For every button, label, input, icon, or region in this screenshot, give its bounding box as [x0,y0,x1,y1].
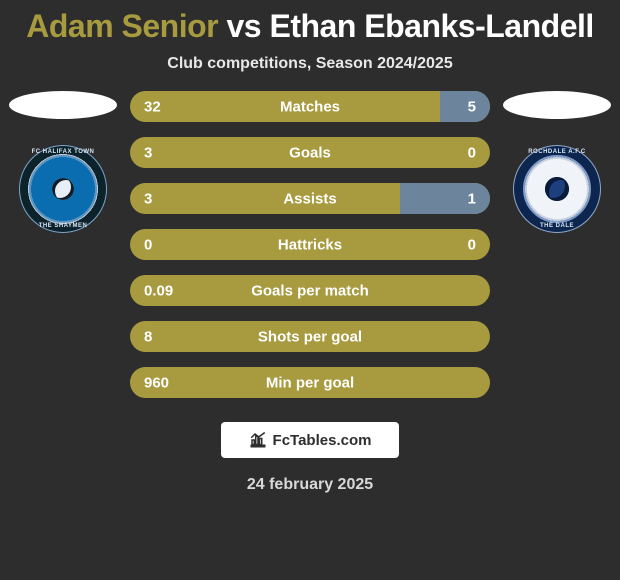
stat-bar: 32 Matches 5 [130,91,490,122]
stat-bar: 3 Goals 0 [130,137,490,168]
stat-value-left: 0.09 [144,282,173,299]
comparison-panel: FC HALIFAX TOWN THE SHAYMEN 32 Matches 5 3 G… [0,91,620,398]
stat-label: Matches [280,98,340,115]
stat-label: Hattricks [278,236,342,253]
player1-name: Adam Senior [26,8,218,44]
brand-logo: FcTables.com [221,422,399,458]
stat-value-right: 1 [468,190,476,207]
photo-placeholder-left [9,91,117,119]
club-badge-right: ROCHDALE A.F.C THE DALE [513,145,601,233]
photo-placeholder-right [503,91,611,119]
football-icon [52,178,74,200]
stat-label: Goals [289,144,331,161]
stat-bars: 32 Matches 5 3 Goals 0 3 Assists 1 0 Hattricks 0 0.0… [130,91,490,398]
stat-bar: 8 Shots per goal [130,321,490,352]
club-badge-left: FC HALIFAX TOWN THE SHAYMEN [19,145,107,233]
stat-value-left: 0 [144,236,152,253]
stat-value-right: 5 [468,98,476,115]
chart-icon [249,431,267,449]
stat-bar: 960 Min per goal [130,367,490,398]
badge-text-top: FC HALIFAX TOWN [19,149,107,155]
badge-text-bottom: THE DALE [513,223,601,229]
stat-value-left: 3 [144,190,152,207]
stat-value-left: 960 [144,374,169,391]
stat-label: Shots per goal [258,328,362,345]
stat-value-right: 0 [468,236,476,253]
stat-value-right: 0 [468,144,476,161]
stat-bar: 0.09 Goals per match [130,275,490,306]
right-side: ROCHDALE A.F.C THE DALE [502,91,612,233]
stat-label: Assists [283,190,336,207]
stat-label: Goals per match [251,282,369,299]
badge-text-top: ROCHDALE A.F.C [513,149,601,155]
vs-separator: vs [227,8,262,44]
stat-label: Min per goal [266,374,354,391]
player2-name: Ethan Ebanks-Landell [269,8,593,44]
brand-text: FcTables.com [273,432,372,449]
subtitle: Club competitions, Season 2024/2025 [0,55,620,73]
comparison-title: Adam Senior vs Ethan Ebanks-Landell [0,0,620,45]
stat-value-left: 32 [144,98,161,115]
stat-bar-right-fill [440,91,490,122]
stat-bar: 3 Assists 1 [130,183,490,214]
stat-bar: 0 Hattricks 0 [130,229,490,260]
football-icon [545,177,569,201]
left-side: FC HALIFAX TOWN THE SHAYMEN [8,91,118,233]
stat-value-left: 8 [144,328,152,345]
stat-bar-right-fill [400,183,490,214]
stat-value-left: 3 [144,144,152,161]
date-label: 24 february 2025 [0,476,620,494]
badge-text-bottom: THE SHAYMEN [19,223,107,229]
